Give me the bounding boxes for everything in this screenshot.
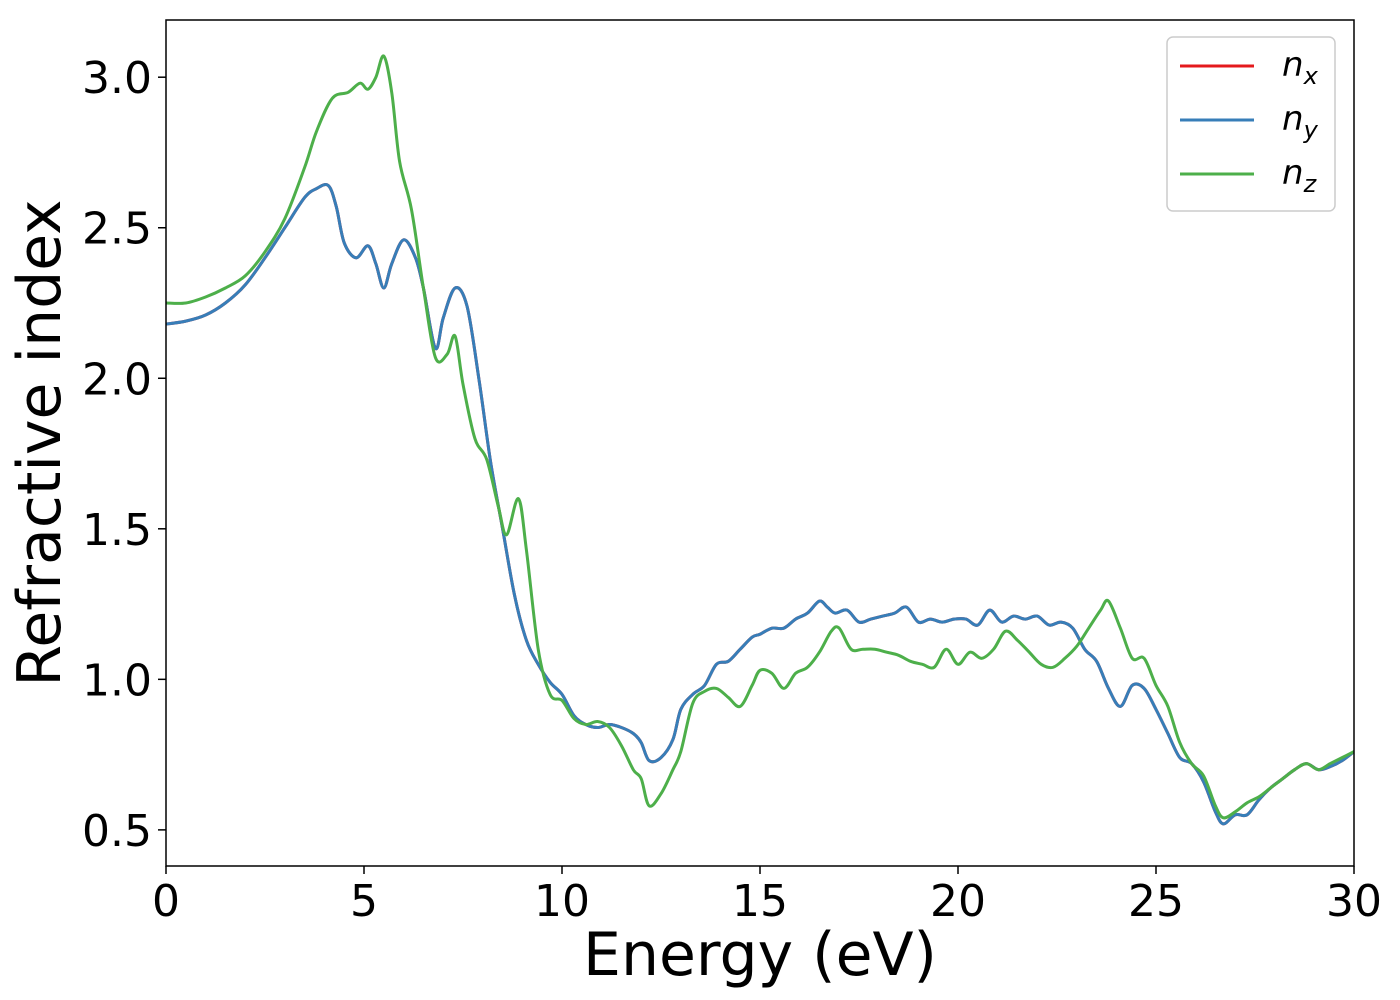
y-tick-label: 2.0 — [82, 354, 152, 405]
y-tick-label: 1.5 — [82, 505, 152, 556]
series-line-n-y — [166, 183, 1354, 826]
x-tick-label: 5 — [350, 876, 378, 927]
x-tick-label: 15 — [732, 876, 788, 927]
y-axis-label: Refractive index — [5, 199, 75, 686]
x-tick-label: 10 — [534, 876, 590, 927]
y-axis-ticks: 0.5 1.0 1.5 2.0 2.5 3.0 — [82, 53, 166, 857]
series-line-n-z — [166, 54, 1354, 820]
y-tick-label: 0.5 — [82, 806, 152, 857]
x-axis-label: Energy (eV) — [583, 920, 937, 990]
x-axis-ticks: 0 5 10 15 20 25 30 — [152, 866, 1382, 927]
x-tick-label: 30 — [1326, 876, 1382, 927]
legend-box — [1166, 36, 1336, 212]
y-tick-label: 1.0 — [82, 655, 152, 706]
series-layer — [166, 54, 1354, 826]
x-tick-label: 25 — [1128, 876, 1184, 927]
x-tick-label: 20 — [930, 876, 986, 927]
x-tick-label: 0 — [152, 876, 180, 927]
y-tick-label: 2.5 — [82, 204, 152, 255]
y-tick-label: 3.0 — [82, 53, 152, 104]
